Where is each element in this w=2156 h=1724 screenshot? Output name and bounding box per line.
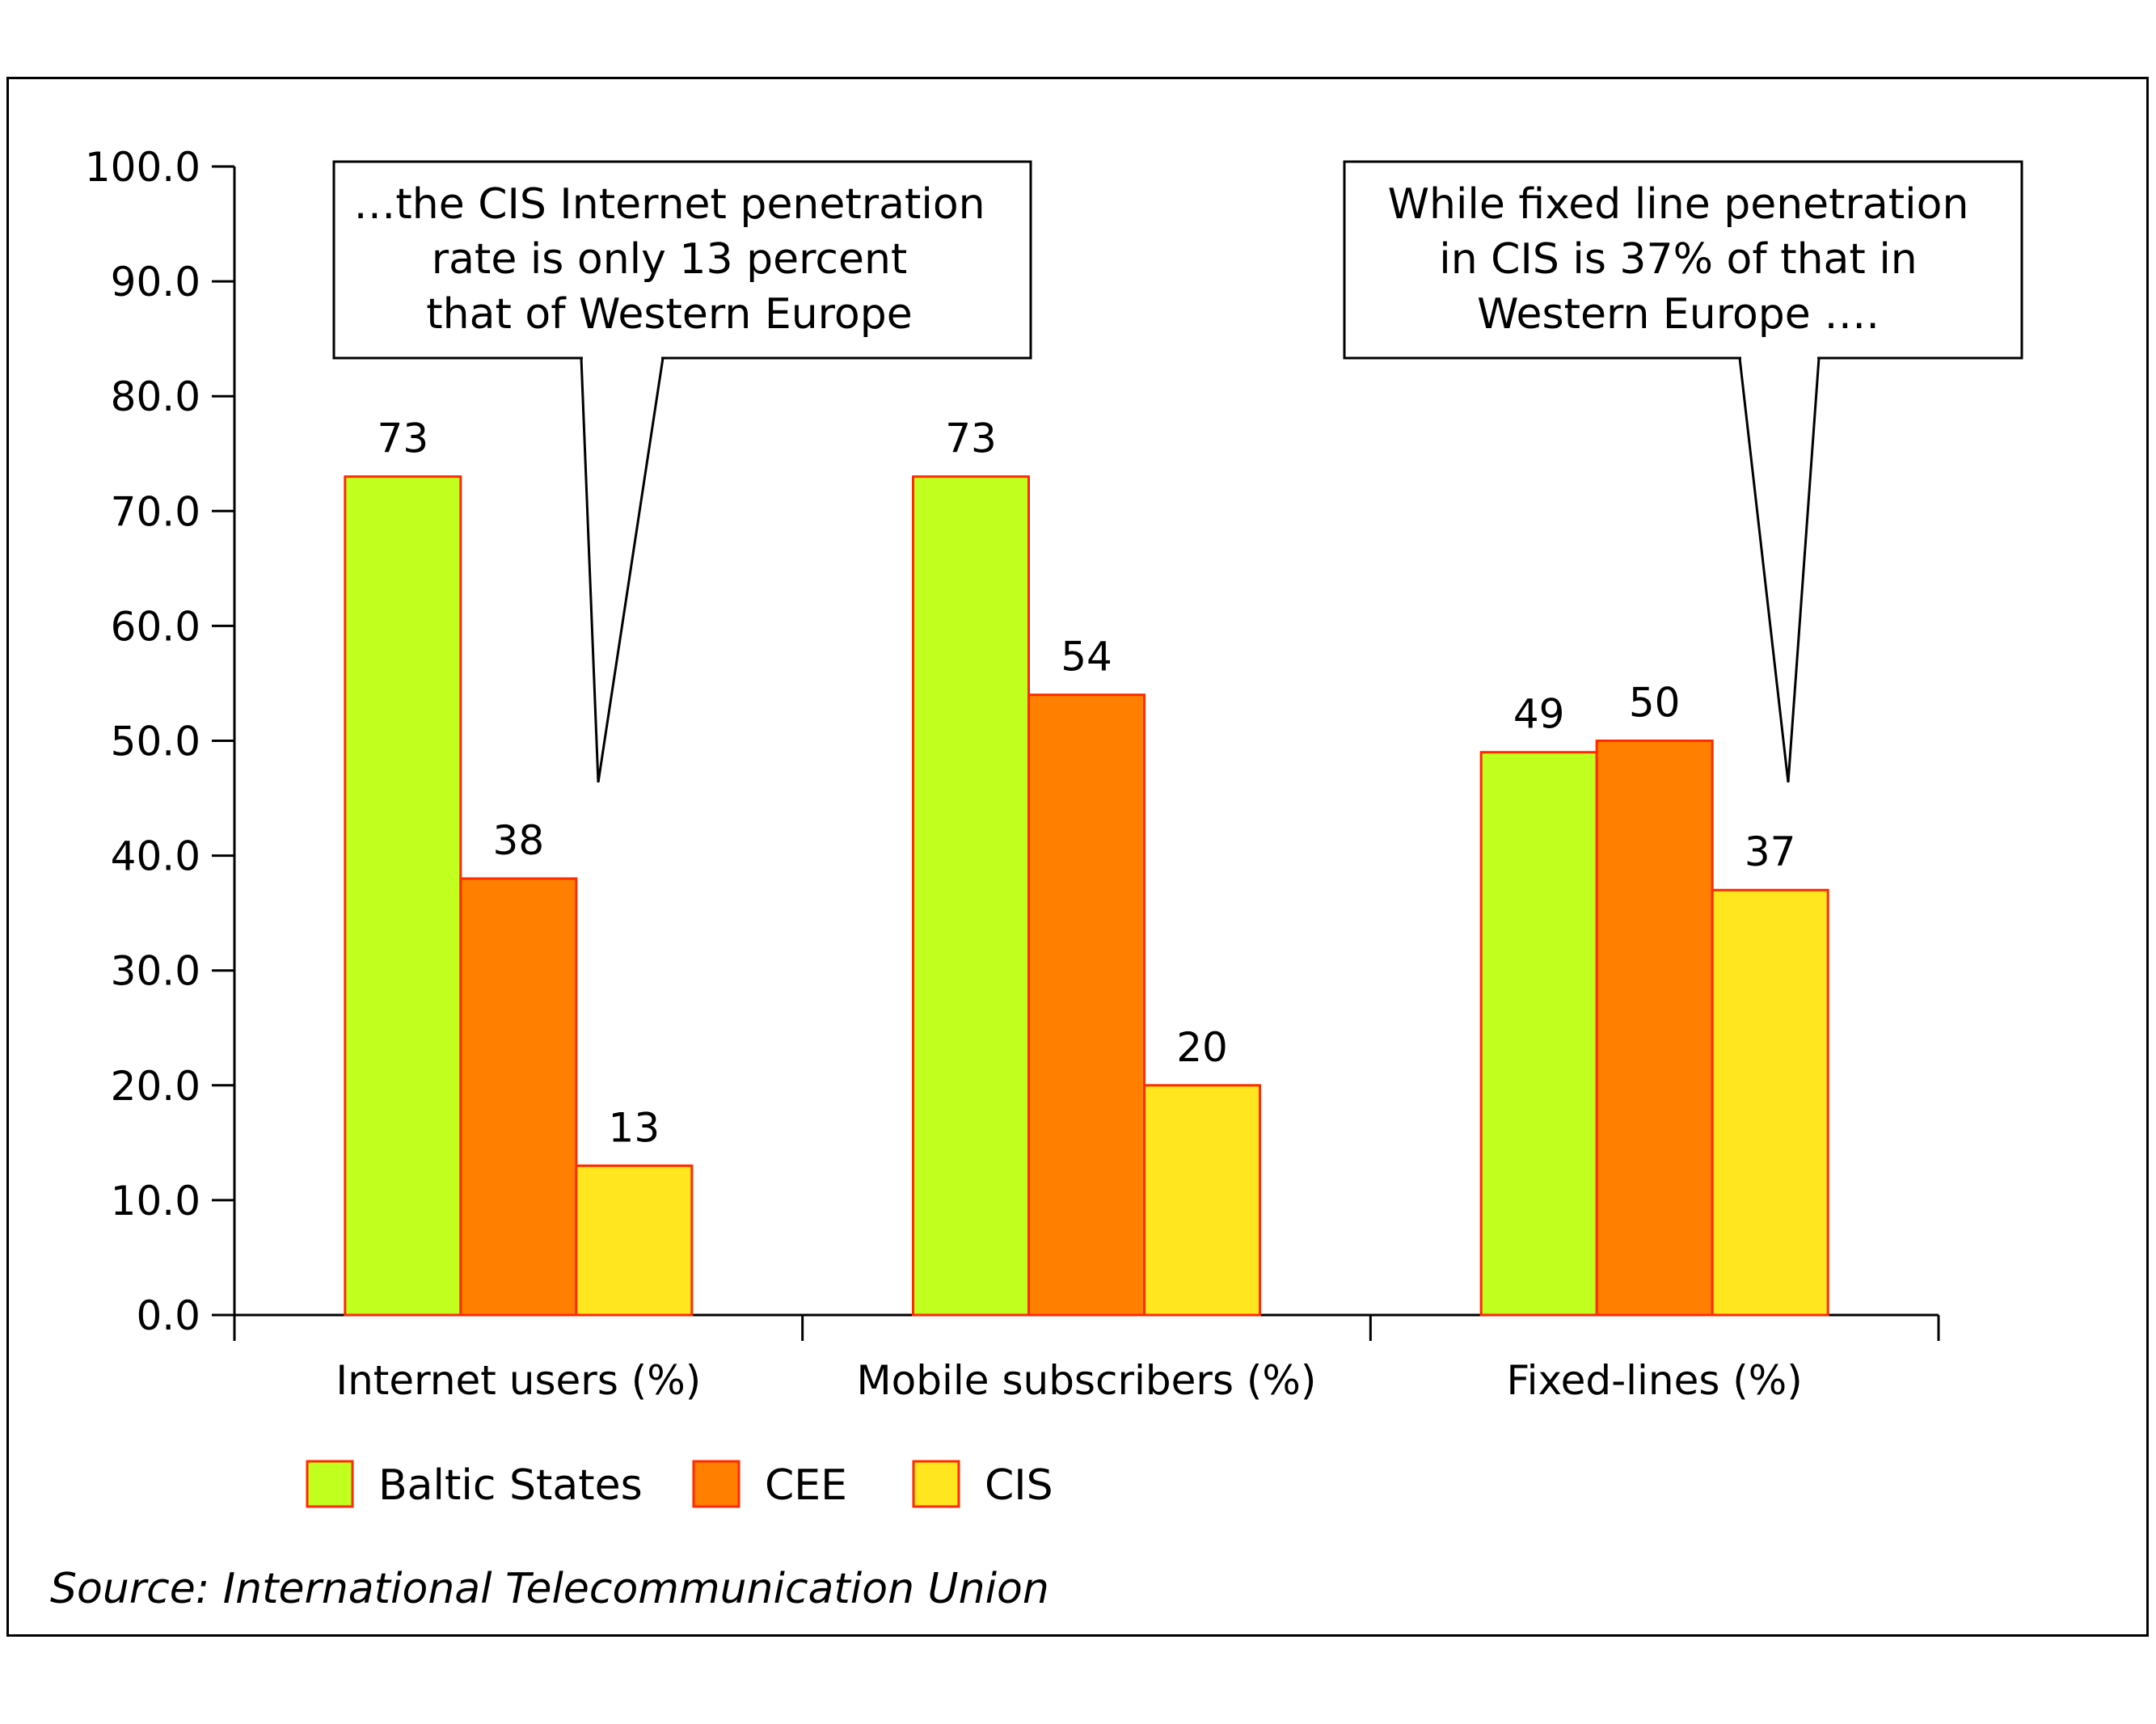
bar: [459, 877, 578, 1317]
legend-swatch: [692, 1460, 740, 1508]
callout-line: in CIS is 37% of that in: [1439, 235, 1917, 284]
legend-label: CEE: [765, 1461, 847, 1510]
data-label: 38: [493, 817, 545, 864]
data-labels: 73 38 13 73 54 20 49 50 37: [378, 415, 1796, 1152]
bar: [1711, 888, 1829, 1317]
data-label: 20: [1176, 1024, 1228, 1071]
y-tick-label: 0.0: [136, 1292, 200, 1339]
callout-line: …the CIS Internet penetration: [353, 180, 985, 229]
callout-border: [332, 160, 1032, 360]
bar: [344, 475, 462, 1317]
y-tick-label: 100.0: [85, 144, 200, 191]
bar: [575, 1164, 694, 1317]
x-tick-label: Internet users (%): [335, 1357, 701, 1404]
callout-line: While fixed line penetration: [1388, 180, 1969, 229]
bar: [1143, 1084, 1261, 1317]
data-label: 50: [1629, 680, 1681, 727]
callout-tail: [580, 357, 665, 783]
y-tick-label: 80.0: [111, 373, 200, 420]
y-tick-label: 30.0: [111, 948, 200, 995]
y-tick-label: 10.0: [111, 1178, 200, 1225]
legend-item: CEE: [692, 1460, 847, 1510]
callout-line: Western Europe ….: [1477, 290, 1880, 339]
axes: 0.0 10.0 20.0 30.0 40.0 50.0 60.0 70.0 80.0 90.0 1…: [85, 144, 1940, 1404]
y-tick-label: 40.0: [111, 833, 200, 880]
legend-swatch: [306, 1460, 354, 1508]
source-note: Source: International Telecommunication …: [50, 1565, 1049, 1613]
legend-item: Baltic States: [306, 1460, 643, 1510]
x-tick-label: Fixed-lines (%): [1507, 1357, 1803, 1404]
bar: [1027, 693, 1146, 1317]
data-label: 13: [609, 1104, 660, 1151]
legend: Baltic States CEE CIS: [306, 1460, 1053, 1510]
legend-label: CIS: [985, 1461, 1053, 1510]
callout-line: that of Western Europe: [426, 290, 912, 339]
x-tick-label: Mobile subscribers (%): [857, 1357, 1317, 1404]
bar: [1595, 740, 1714, 1317]
data-label: 37: [1745, 828, 1796, 875]
legend-label: Baltic States: [378, 1461, 643, 1510]
callouts: …the CIS Internet penetration rate is onl…: [332, 160, 2023, 783]
callout-tail: [1738, 357, 1821, 783]
data-label: 73: [378, 415, 429, 462]
data-label: 73: [945, 415, 997, 462]
data-label: 54: [1061, 634, 1112, 681]
callout-box: While fixed line penetration in CIS is 37…: [1343, 160, 2023, 783]
y-tick-label: 90.0: [111, 259, 200, 306]
bars: [344, 475, 1829, 1317]
callout-box: …the CIS Internet penetration rate is onl…: [332, 160, 1032, 783]
bar: [1479, 751, 1598, 1317]
legend-item: CIS: [912, 1460, 1053, 1510]
y-tick-label: 20.0: [111, 1063, 200, 1110]
bar: [912, 475, 1030, 1317]
callout-line: rate is only 13 percent: [432, 235, 908, 284]
y-tick-label: 70.0: [111, 488, 200, 535]
chart-frame: [6, 77, 2149, 1637]
callout-border: [1343, 160, 2023, 360]
data-label: 49: [1513, 691, 1565, 738]
y-tick-label: 50.0: [111, 719, 200, 765]
legend-swatch: [912, 1460, 960, 1508]
y-tick-label: 60.0: [111, 603, 200, 650]
